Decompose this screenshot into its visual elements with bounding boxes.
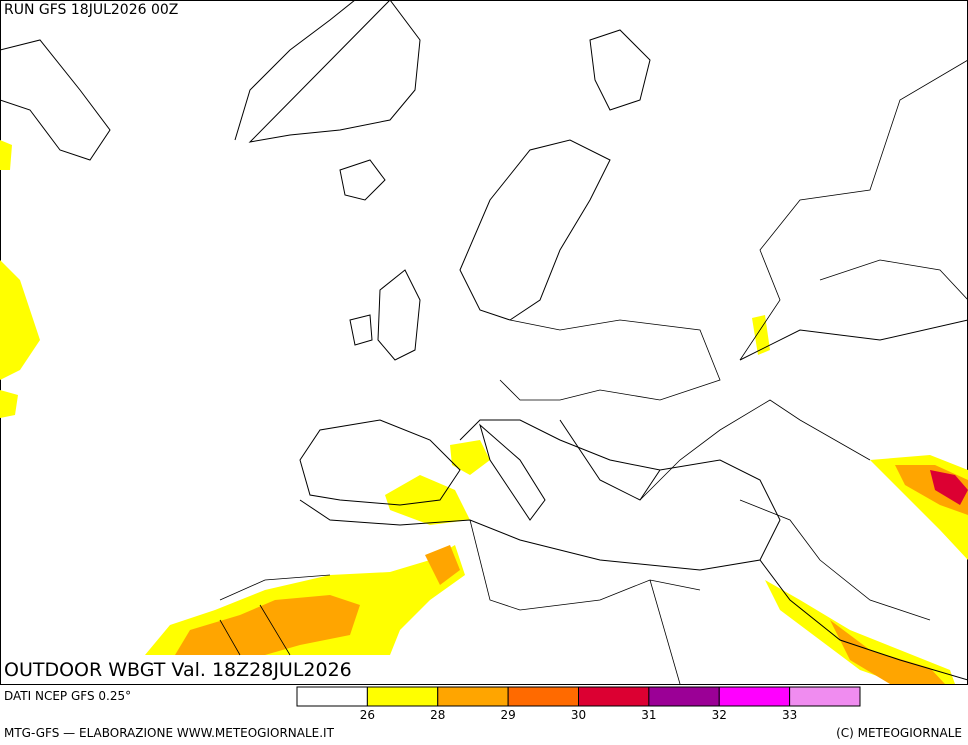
legend-tick-label: 32 xyxy=(712,708,727,722)
legend-tick-label: 30 xyxy=(571,708,586,722)
data-source: DATI NCEP GFS 0.25° xyxy=(4,689,131,703)
wbgt-fields xyxy=(0,140,968,684)
borders xyxy=(219,59,968,685)
legend-swatch xyxy=(296,686,368,707)
legend-swatch xyxy=(437,686,509,707)
legend-swatch xyxy=(648,686,720,707)
coastlines xyxy=(0,0,968,681)
legend-tick-label: 33 xyxy=(782,708,797,722)
legend-swatch xyxy=(789,686,861,707)
color-legend: 26 28 29 30 31 32 33 xyxy=(296,686,861,722)
legend-swatch xyxy=(366,686,439,707)
legend-swatch xyxy=(507,686,579,707)
legend-tick-label: 28 xyxy=(430,708,445,722)
copyright: (C) METEOGIORNALE xyxy=(836,726,962,740)
map-frame xyxy=(0,0,968,685)
legend-tick-label: 26 xyxy=(360,708,375,722)
legend-tick-label: 29 xyxy=(500,708,515,722)
legend-swatch xyxy=(718,686,791,707)
legend-swatch xyxy=(578,686,650,707)
run-label: RUN GFS 18JUL2026 00Z xyxy=(4,2,178,18)
legend-tick-label: 31 xyxy=(641,708,656,722)
map-title: OUTDOOR WBGT Val. 18Z28JUL2026 xyxy=(4,659,352,681)
credit: MTG-GFS — ELABORAZIONE WWW.METEOGIORNALE… xyxy=(4,726,335,740)
